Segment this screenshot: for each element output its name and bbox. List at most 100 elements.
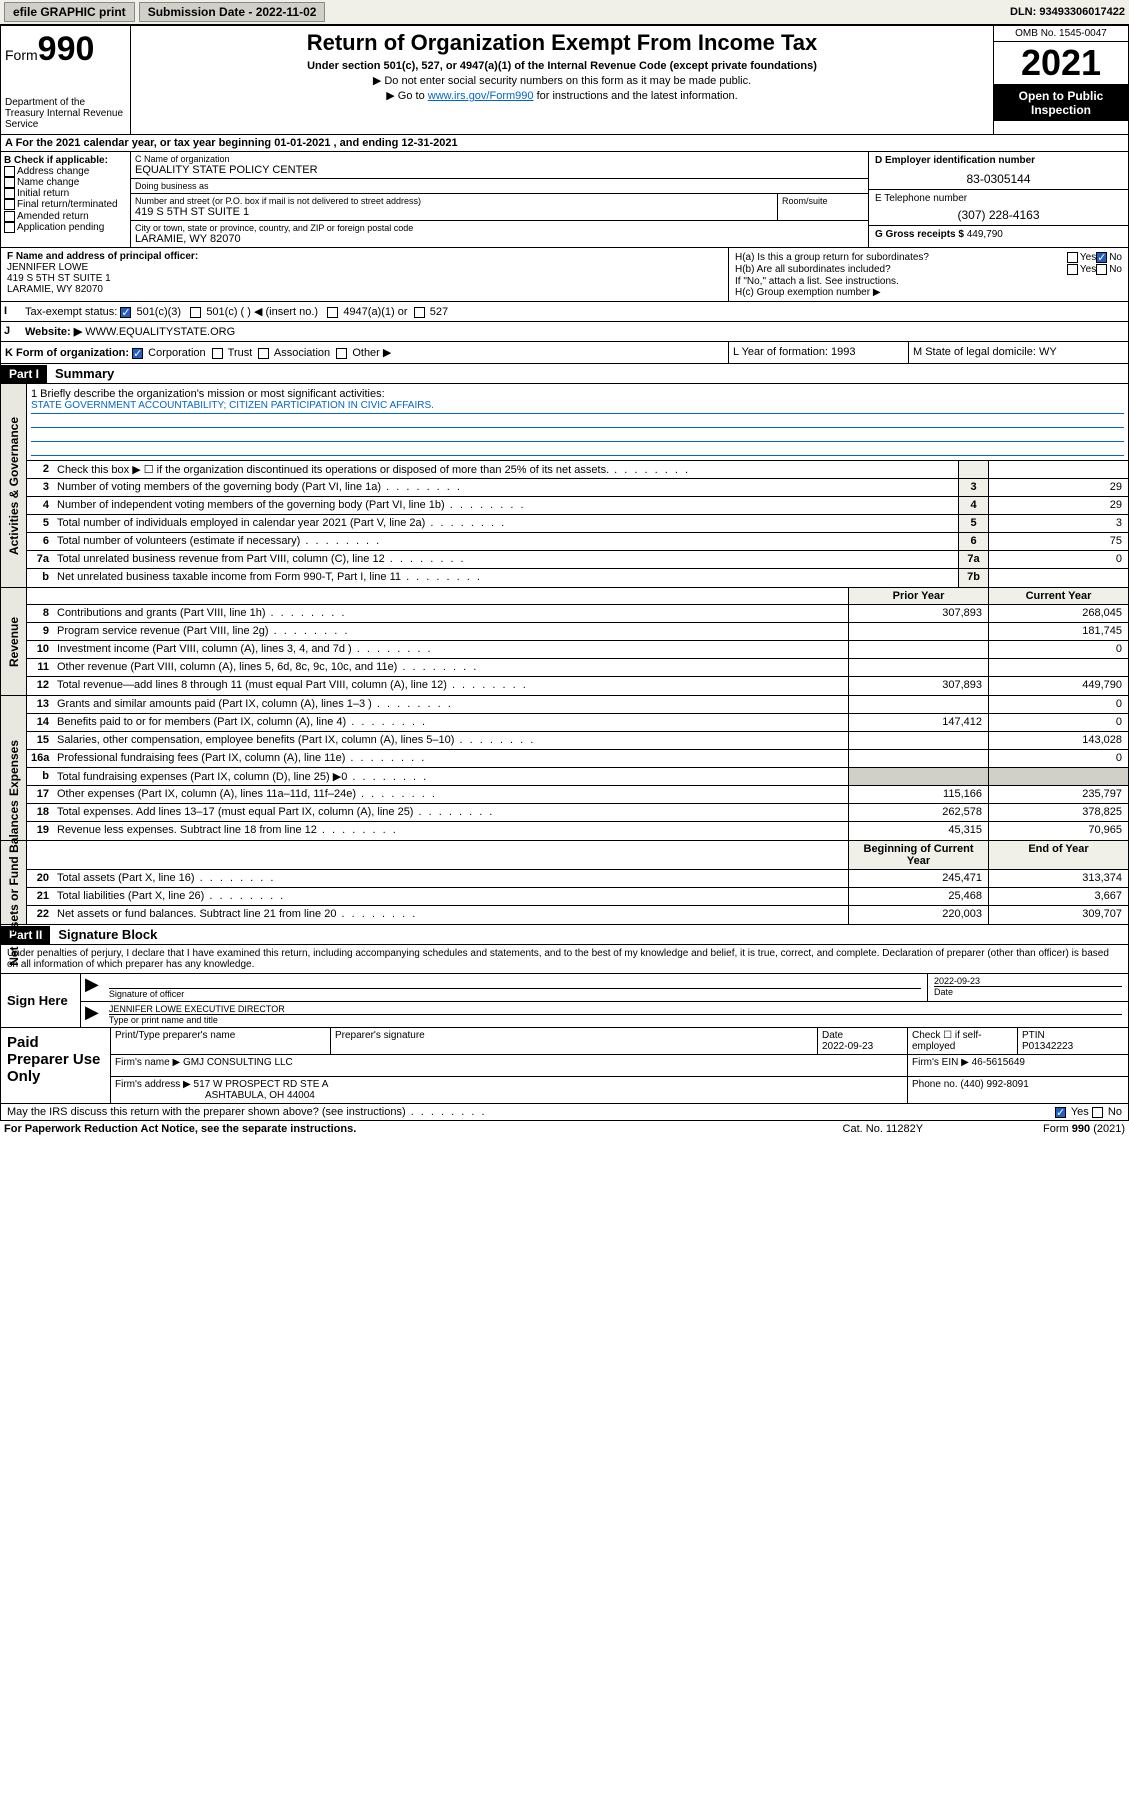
line-10: 10Investment income (Part VIII, column (… [27,641,1128,659]
line-11: 11Other revenue (Part VIII, column (A), … [27,659,1128,677]
street-value: 419 S 5TH ST SUITE 1 [135,206,773,218]
line-box: 6 [958,533,988,550]
line-text: Net unrelated business taxable income fr… [53,569,958,587]
gross-receipts-cell: G Gross receipts $ 449,790 [869,226,1128,243]
line-num: 21 [27,888,53,905]
row-a-tax-year: A For the 2021 calendar year, or tax yea… [0,135,1129,152]
current-value: 3,667 [988,888,1128,905]
discuss-yes[interactable]: Yes [1055,1106,1089,1118]
row-i: I Tax-exempt status: 501(c)(3) 501(c) ( … [0,302,1129,322]
chk-amended-return[interactable]: Amended return [4,211,127,222]
org-name-cell: C Name of organization EQUALITY STATE PO… [131,152,868,179]
current-value: 0 [988,750,1128,767]
prior-value: 25,468 [848,888,988,905]
part2-title: Signature Block [50,925,165,944]
perjury-statement: Under penalties of perjury, I declare th… [1,945,1128,974]
street-row: Number and street (or P.O. box if mail i… [131,194,868,221]
line-num: 15 [27,732,53,749]
section-fh: F Name and address of principal officer:… [0,248,1129,302]
chk-other[interactable]: Other ▶ [336,347,391,359]
chk-final-return[interactable]: Final return/terminated [4,199,127,210]
line-15: 15Salaries, other compensation, employee… [27,732,1128,750]
chk-application-pending[interactable]: Application pending [4,222,127,233]
chk-address-change[interactable]: Address change [4,166,127,177]
line-text: Total fundraising expenses (Part IX, col… [53,768,848,785]
discuss-row: May the IRS discuss this return with the… [0,1104,1129,1121]
ha-yes[interactable]: Yes [1067,252,1096,263]
line-box: 5 [958,515,988,532]
firm-name-cell: Firm's name ▶ GMJ CONSULTING LLC [111,1055,908,1076]
ein-value: 83-0305144 [875,172,1122,186]
line-20: 20Total assets (Part X, line 16)245,4713… [27,870,1128,888]
street-cell: Number and street (or P.O. box if mail i… [131,194,778,220]
l-year-formation: L Year of formation: 1993 [728,342,908,363]
line-num: 5 [27,515,53,532]
firm-ein-cell: Firm's EIN ▶ 46-5615649 [908,1055,1128,1076]
current-value: 235,797 [988,786,1128,803]
hb-no[interactable]: No [1096,264,1122,275]
officer-typed-name: JENNIFER LOWE EXECUTIVE DIRECTOR [109,1004,1122,1015]
chk-501c3[interactable]: 501(c)(3) [120,306,181,318]
line-16a: 16aProfessional fundraising fees (Part I… [27,750,1128,768]
line-num: 16a [27,750,53,767]
chk-527[interactable]: 527 [414,306,448,318]
governance-section: Activities & Governance 1 Briefly descri… [0,384,1129,588]
line-13: 13Grants and similar amounts paid (Part … [27,696,1128,714]
line-num: b [27,768,53,785]
form-number: Form990 [5,30,126,69]
prior-year-hdr: Prior Year [848,588,988,604]
chk-corporation[interactable]: Corporation [132,347,206,359]
sig-line-2: ▶ JENNIFER LOWE EXECUTIVE DIRECTOR Type … [81,1002,1128,1027]
current-value [988,768,1128,785]
prep-sig-hdr: Preparer's signature [331,1028,818,1054]
chk-501c[interactable]: 501(c) ( ) ◀ (insert no.) [190,306,318,318]
mission-question: 1 Briefly describe the organization's mi… [31,388,1124,400]
goto-post: for instructions and the latest informat… [534,90,738,102]
website-value: WWW.EQUALITYSTATE.ORG [85,326,235,338]
street-label: Number and street (or P.O. box if mail i… [135,196,773,206]
chk-name-change[interactable]: Name change [4,177,127,188]
sig-date-value: 2022-09-23 [934,976,1122,986]
side-net-assets: Net Assets or Fund Balances [1,841,27,924]
irs-link[interactable]: www.irs.gov/Form990 [428,90,534,102]
form-subtitle-2: ▶ Do not enter social security numbers o… [137,74,987,87]
current-value: 143,028 [988,732,1128,749]
phone-value: (307) 228-4163 [875,208,1122,222]
dln-label: DLN: 93493306017422 [1010,6,1125,18]
prior-value: 147,412 [848,714,988,731]
prior-value [848,696,988,713]
discuss-no[interactable]: No [1092,1106,1122,1118]
ha-no[interactable]: No [1096,252,1122,263]
i-label: I [1,302,21,321]
current-value: 313,374 [988,870,1128,887]
mission-blank-1 [31,414,1124,428]
preparer-block: Paid Preparer Use Only Print/Type prepar… [0,1028,1129,1104]
prior-value: 262,578 [848,804,988,821]
net-col-headers: Beginning of Current Year End of Year [27,841,1128,870]
org-name: EQUALITY STATE POLICY CENTER [135,164,864,176]
line-17: 17Other expenses (Part IX, column (A), l… [27,786,1128,804]
column-c: C Name of organization EQUALITY STATE PO… [131,152,868,247]
officer-signature-cell: Signature of officer [103,974,928,1001]
dba-cell: Doing business as [131,179,868,194]
line-num: 4 [27,497,53,514]
chk-trust[interactable]: Trust [212,347,253,359]
submission-date-button[interactable]: Submission Date - 2022-11-02 [139,2,326,22]
current-value: 309,707 [988,906,1128,924]
chk-initial-return[interactable]: Initial return [4,188,127,199]
mission-blank-2 [31,428,1124,442]
current-value: 268,045 [988,605,1128,622]
prep-ptin-cell: PTINP01342223 [1018,1028,1128,1054]
line-box [958,461,988,478]
mission-text: STATE GOVERNMENT ACCOUNTABILITY; CITIZEN… [31,400,1124,414]
chk-association[interactable]: Association [258,347,330,359]
prior-value: 220,003 [848,906,988,924]
part1-header-row: Part I Summary [0,364,1129,384]
line-value: 75 [988,533,1128,550]
chk-4947[interactable]: 4947(a)(1) or [327,306,407,318]
efile-button[interactable]: efile GRAPHIC print [4,2,135,22]
officer-name-label: Type or print name and title [109,1015,1122,1025]
hb-yes[interactable]: Yes [1067,264,1096,275]
column-b: B Check if applicable: Address change Na… [1,152,131,247]
prior-value: 45,315 [848,822,988,840]
